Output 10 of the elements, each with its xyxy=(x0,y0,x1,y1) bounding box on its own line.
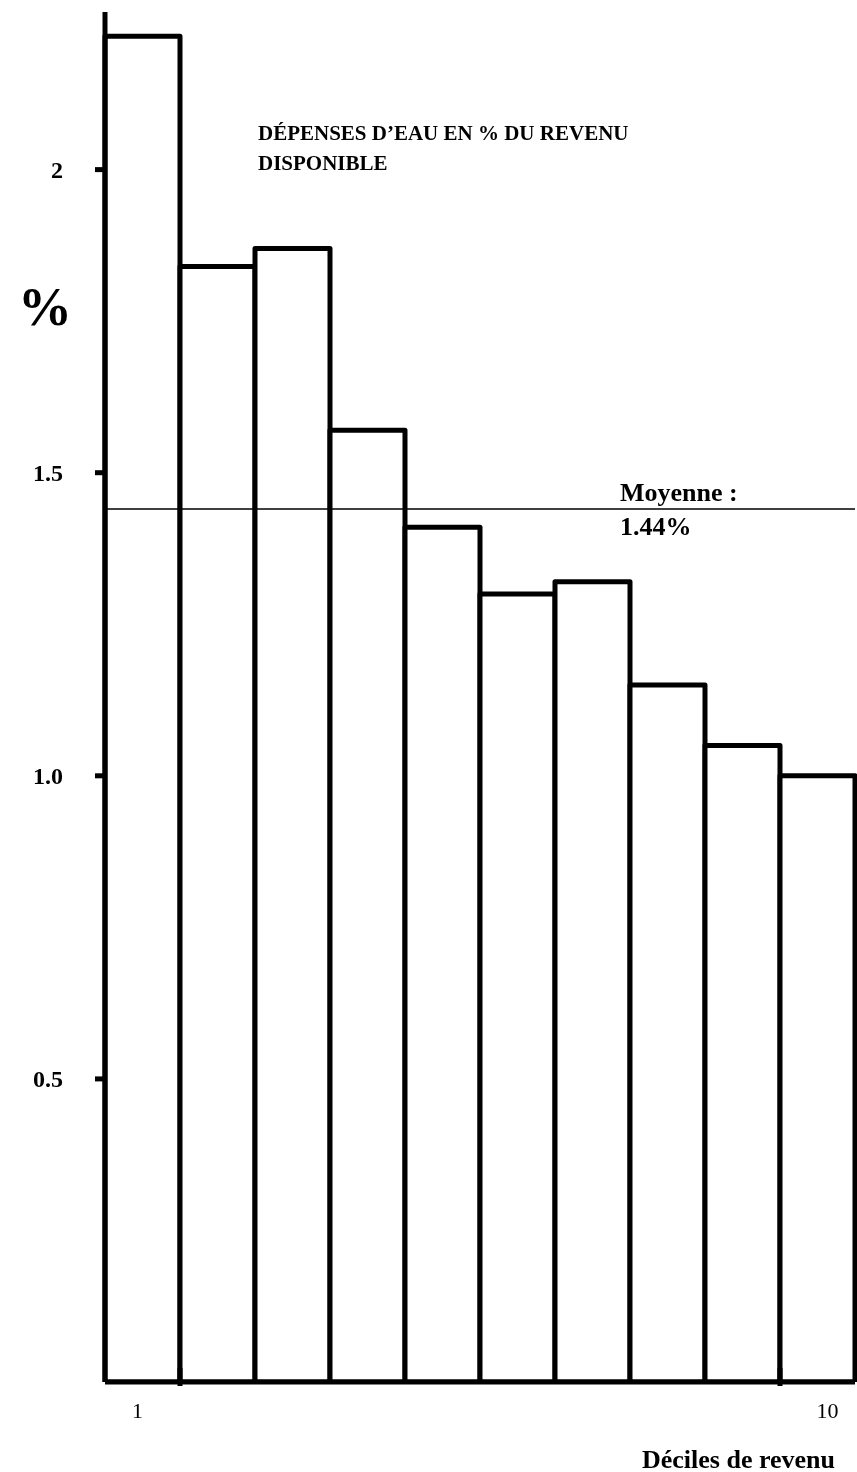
x-axis-title: Déciles de revenu xyxy=(641,1445,835,1472)
text: DÉPENSES D’EAU EN % DU REVENU DISPONIBLE xyxy=(258,120,630,177)
y-axis-title: % xyxy=(18,276,72,338)
x-tick-label: 10 xyxy=(816,1398,839,1423)
y-tick-label: 0.5 xyxy=(33,1066,63,1093)
x-tick-label: 1 xyxy=(132,1398,143,1423)
y-tick-label: 1.0 xyxy=(33,763,63,790)
y-tick-label: 1.5 xyxy=(33,460,63,487)
ref-line-label: Moyenne : 1.44% xyxy=(620,478,738,542)
y-tick-label: 2 xyxy=(51,157,63,184)
